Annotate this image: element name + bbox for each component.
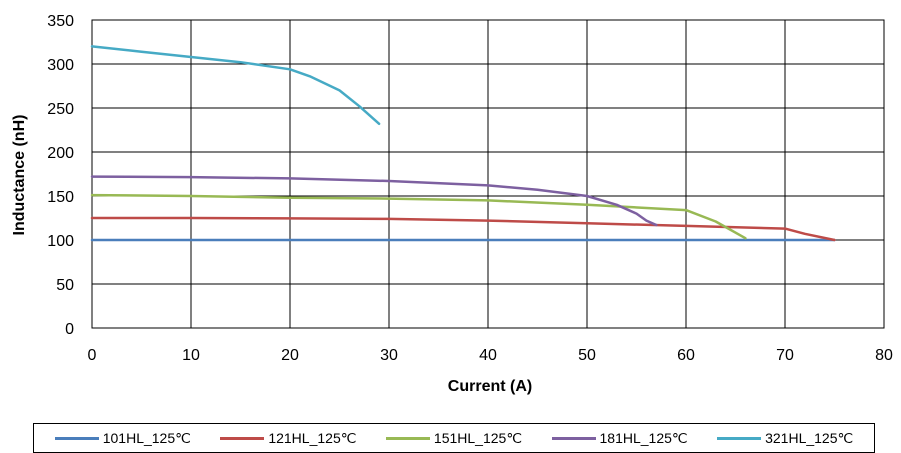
y-tick-label: 250: [47, 101, 74, 118]
x-tick-label: 30: [380, 347, 398, 364]
grid: [91, 19, 885, 329]
x-tick-label: 80: [875, 347, 893, 364]
series-line-2: [90, 216, 836, 242]
x-tick-label: 40: [479, 347, 497, 364]
x-tick-label: 60: [677, 347, 695, 364]
plot-area-border: [91, 19, 885, 329]
y-axis-title: Inductance (nH): [11, 115, 28, 236]
series-line-4: [90, 175, 658, 227]
y-tick-labels: 0 50 100 150 200 250 300 350: [47, 13, 74, 338]
y-tick-label: 50: [56, 277, 74, 294]
series-line-5: [90, 45, 381, 126]
y-tick-label: 150: [47, 189, 74, 206]
legend-item-2: 121HL_125℃: [220, 430, 356, 447]
legend-label: 181HL_125℃: [599, 429, 688, 446]
series-line-3: [90, 193, 747, 240]
x-tick-label: 0: [88, 347, 97, 364]
y-tick-label: 0: [65, 321, 74, 338]
legend-item-1: 101HL_125℃: [54, 429, 191, 447]
legend-label: 121HL_125℃: [268, 429, 357, 446]
y-tick-label: 100: [47, 233, 74, 250]
x-tick-labels: 0 10 20 30 40 50 60 70 80: [88, 347, 893, 364]
x-tick-label: 50: [578, 347, 596, 364]
legend-swatch: [551, 436, 596, 440]
y-tick-label: 350: [47, 13, 74, 30]
legend-swatch: [220, 436, 265, 440]
x-tick-label: 10: [182, 347, 200, 364]
y-tick-label: 200: [47, 145, 74, 162]
legend-label: 151HL_125℃: [433, 429, 523, 446]
legend-label: 101HL_125℃: [102, 429, 191, 446]
legend-label: 321HL_125℃: [765, 429, 854, 446]
series-layer: [90, 45, 836, 242]
x-axis-title: Current (A): [448, 378, 532, 395]
legend-item-3: 151HL_125℃: [385, 429, 523, 447]
legend-swatch: [385, 436, 430, 440]
legend-swatch: [717, 436, 762, 440]
x-tick-label: 70: [776, 347, 794, 364]
x-tick-label: 20: [281, 347, 299, 364]
legend-swatch: [54, 436, 99, 440]
plot-frame: [91, 19, 885, 329]
legend-item-5: 321HL_125℃: [717, 430, 853, 447]
y-tick-label: 300: [47, 57, 74, 74]
legend-item-4: 181HL_125℃: [551, 429, 688, 447]
